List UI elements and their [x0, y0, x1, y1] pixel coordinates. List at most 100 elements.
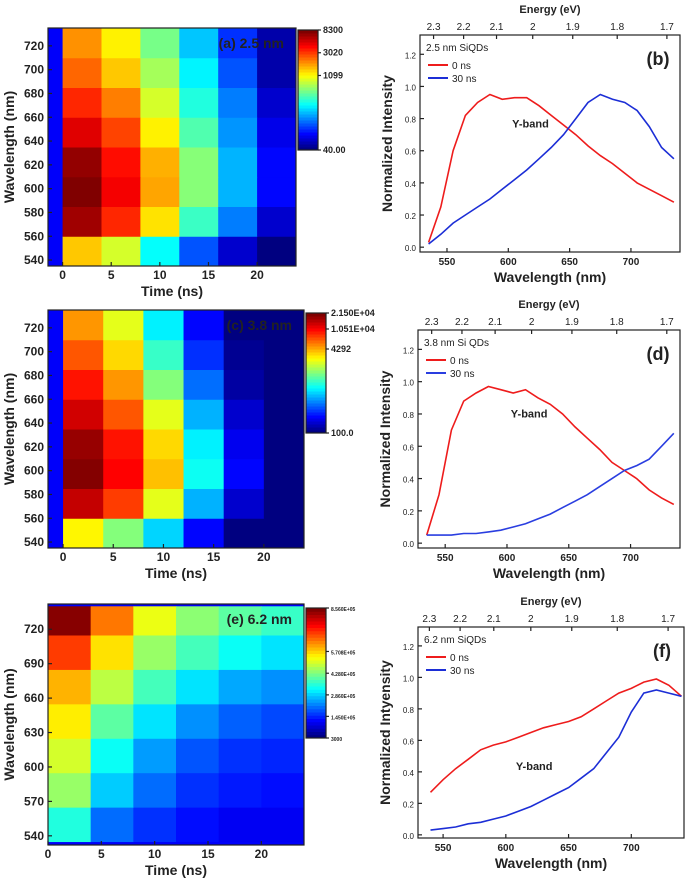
colorbar-label: 5.708E+05	[331, 650, 356, 656]
heatmap-cell	[103, 339, 144, 370]
heatmap-cell	[257, 147, 297, 178]
heatmap-cell	[179, 28, 219, 59]
colorbar-label: 4292	[331, 344, 351, 354]
colorbar-swatch	[306, 367, 326, 371]
colorbar-swatch	[298, 126, 318, 130]
heatmap-cell	[218, 703, 262, 739]
colorbar-swatch	[298, 69, 318, 73]
y-tick-label: 1.0	[403, 379, 415, 388]
heatmap-cell	[143, 518, 185, 549]
colorbar-swatch	[298, 45, 318, 49]
colorbar-swatch	[298, 84, 318, 88]
colorbar-swatch	[306, 630, 326, 635]
x2-tick-label: 2.3	[425, 317, 439, 328]
x-tick-label: 20	[255, 847, 269, 861]
heatmap-cell	[140, 236, 180, 267]
y-tick-label: 1.0	[405, 83, 417, 92]
heatmap-cell	[257, 117, 297, 148]
colorbar-swatch	[306, 427, 326, 431]
y-tick-label: 0.6	[403, 443, 415, 452]
colorbar-swatch	[306, 695, 326, 700]
annotation: (e) 6.2 nm	[227, 611, 292, 627]
colorbar-swatch	[306, 400, 326, 404]
series-line	[428, 93, 675, 245]
annotation: (c) 3.8 nm	[227, 317, 292, 333]
colorbar-swatch	[298, 81, 318, 85]
colorbar-swatch	[298, 51, 318, 55]
colorbar-swatch	[298, 99, 318, 103]
y-tick-label: 720	[24, 622, 44, 636]
x-tick-label: 20	[257, 550, 271, 564]
heatmap-cell	[257, 236, 297, 267]
colorbar-swatch	[306, 731, 326, 736]
y-tick-label: 0.0	[405, 244, 417, 253]
colorbar-swatch	[306, 656, 326, 661]
colorbar-swatch	[306, 409, 326, 413]
colorbar-frame	[297, 29, 319, 151]
heatmap-cell	[63, 458, 104, 489]
heatmap-cell	[48, 738, 92, 774]
heatmap-cell	[62, 176, 102, 207]
colorbar-swatch	[306, 349, 326, 353]
colorbar-swatch	[306, 692, 326, 697]
colorbar-swatch	[306, 355, 326, 359]
y-tick-label: 0.4	[403, 769, 415, 778]
colorbar-swatch	[306, 313, 326, 317]
colorbar-swatch	[306, 663, 326, 667]
x2-tick-label: 1.8	[610, 614, 624, 625]
heatmap-cell	[143, 399, 185, 430]
colorbar-swatch	[306, 373, 326, 377]
x-tick-label: 600	[499, 553, 516, 564]
heatmap-cell	[223, 339, 265, 370]
heatmap-cell	[257, 206, 297, 237]
y-tick-label: 1.2	[405, 51, 417, 60]
heatmap-cell	[62, 28, 102, 59]
heatmap-cell	[140, 206, 180, 237]
colorbar-swatch	[298, 108, 318, 112]
heatmap-cell	[218, 236, 258, 267]
heatmap-cell	[62, 206, 102, 237]
colorbar-swatch	[306, 379, 326, 383]
y-tick-label: 560	[24, 229, 44, 243]
colorbar-swatch	[298, 96, 318, 100]
colorbar-swatch	[306, 705, 326, 710]
heatmap-cell	[101, 176, 141, 207]
x2-axis-label: Energy (eV)	[520, 596, 581, 608]
y-tick-label: 0.6	[403, 737, 415, 746]
colorbar-swatch	[306, 334, 326, 338]
x2-tick-label: 2.3	[427, 22, 441, 33]
axes-frame	[417, 626, 685, 839]
heatmap-cell	[183, 399, 225, 430]
heatmap-cell	[63, 488, 104, 519]
x-tick-label: 10	[157, 550, 171, 564]
colorbar-swatch	[306, 358, 326, 362]
y-tick-label: 0.2	[405, 212, 417, 221]
heatmap-cell	[63, 369, 104, 400]
heatmap-cell	[263, 429, 305, 460]
heatmap-cell	[176, 807, 220, 843]
x-tick-label: 0	[60, 550, 67, 564]
y-tick-label: 0.8	[405, 116, 417, 125]
heatmap-cell	[263, 399, 305, 430]
colorbar-swatch	[306, 653, 326, 658]
heatmap-cell	[183, 488, 225, 519]
heatmap-cell	[261, 606, 305, 636]
x-tick-label: 650	[561, 257, 578, 268]
y-tick-label: 540	[24, 829, 44, 843]
y-tick-label: 600	[24, 464, 44, 478]
x2-tick-label: 2.2	[455, 317, 469, 328]
heatmap-cell	[218, 634, 262, 670]
y-tick-label: 620	[24, 158, 44, 172]
heatmap-cell	[143, 310, 185, 341]
heatmap-cell	[143, 458, 185, 489]
heatmap-cell	[140, 28, 180, 59]
y-tick-label: 580	[24, 487, 44, 501]
colorbar-swatch	[306, 340, 326, 344]
heatmap-cell	[103, 429, 144, 460]
x2-tick-label: 2	[529, 317, 535, 328]
colorbar-swatch	[298, 117, 318, 121]
colorbar-swatch	[306, 421, 326, 425]
axes-frame	[47, 603, 305, 846]
heatmap-cell	[103, 399, 144, 430]
heatmap-cell	[183, 458, 225, 489]
